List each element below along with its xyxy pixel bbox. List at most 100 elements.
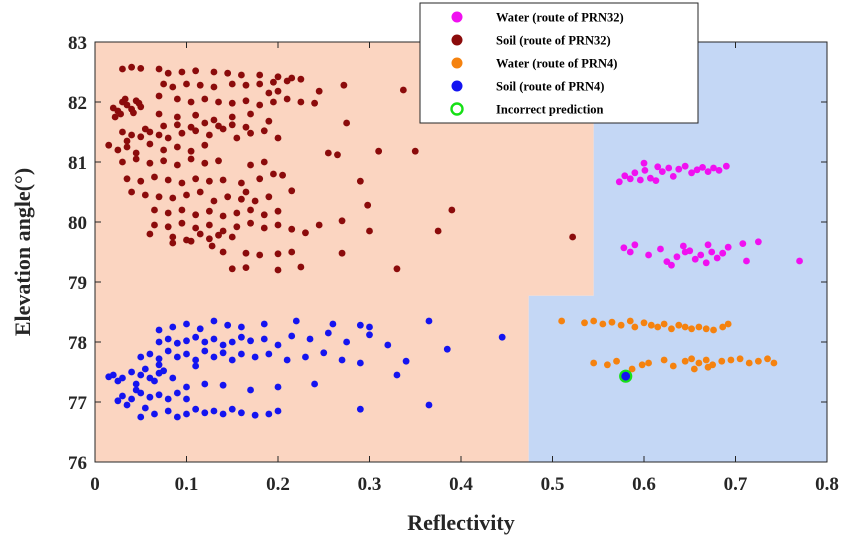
data-point [718,357,726,365]
data-point [292,317,300,325]
data-point [329,320,337,328]
data-point [210,317,218,325]
data-point [169,233,177,241]
data-point [660,320,668,328]
data-point [739,240,747,248]
data-point [242,123,250,131]
data-point [228,113,236,121]
data-point [201,338,209,346]
data-point [123,401,131,409]
data-point [274,221,282,229]
data-point [132,149,140,157]
data-point [320,349,328,357]
x-tick-label: 0.2 [266,474,290,495]
data-point [210,116,218,124]
data-point [274,134,282,142]
data-point [338,249,346,257]
data-point [137,353,145,361]
data-point [196,230,204,238]
legend-marker [450,102,464,116]
data-point [173,353,181,361]
data-point [745,359,753,367]
data-point [201,141,209,149]
data-point [724,320,732,328]
data-point [224,193,232,201]
series-0 [615,159,803,269]
data-point [434,227,442,235]
data-point [274,73,282,81]
data-point [640,319,648,327]
data-point [228,233,236,241]
data-point [256,71,264,79]
data-point [311,380,318,388]
data-point [626,317,634,325]
y-tick-label: 78 [68,333,87,354]
data-point [657,245,664,253]
data-point [688,355,695,363]
data-point [645,251,652,259]
data-point [111,113,119,121]
data-point [663,258,671,265]
data-point [265,117,273,125]
data-point [704,241,712,249]
data-point [178,68,186,76]
data-point [260,320,268,328]
data-point [151,410,158,418]
data-point [160,157,168,165]
legend-label: Incorrect prediction [496,103,604,117]
data-point [187,155,195,163]
data-point [288,248,296,256]
data-point [155,326,163,334]
data-point [173,389,181,397]
data-point [631,241,639,249]
y-tick-label: 76 [68,453,87,474]
data-point [402,357,410,365]
data-point [626,248,634,256]
y-tick-label: 77 [68,393,88,414]
data-point [343,338,351,346]
data-point [691,255,699,263]
data-point [251,353,259,361]
legend-box [419,2,699,124]
data-point [288,332,296,340]
data-point [164,407,172,415]
data-point [183,337,190,345]
data-point [366,323,373,331]
data-point [608,318,616,326]
data-point [260,211,268,219]
data-point [215,122,222,130]
data-point [164,134,172,142]
data-point [219,248,227,256]
data-point [228,121,236,129]
data-point [205,177,213,185]
data-point [699,164,706,171]
data-point [183,410,190,418]
data-point [260,335,268,343]
data-point [155,65,163,73]
data-point [693,166,701,174]
data-point [626,175,634,183]
data-point [641,167,649,174]
data-point [146,140,154,148]
data-point [695,323,703,331]
data-point [311,99,318,107]
data-point [681,323,689,331]
data-point [274,266,282,274]
data-point [192,224,200,232]
data-point [238,333,245,341]
data-point [247,386,254,394]
data-point [727,356,735,364]
data-point [192,211,200,219]
data-point [164,176,172,184]
data-point [123,175,131,183]
data-point [366,331,373,339]
data-point [155,355,163,363]
data-point [306,335,314,343]
data-point [715,167,723,174]
data-point [173,113,181,121]
data-point [702,356,710,364]
series-3 [105,317,506,421]
legend-marker [451,57,463,69]
data-point [233,223,241,231]
data-point [192,362,200,370]
